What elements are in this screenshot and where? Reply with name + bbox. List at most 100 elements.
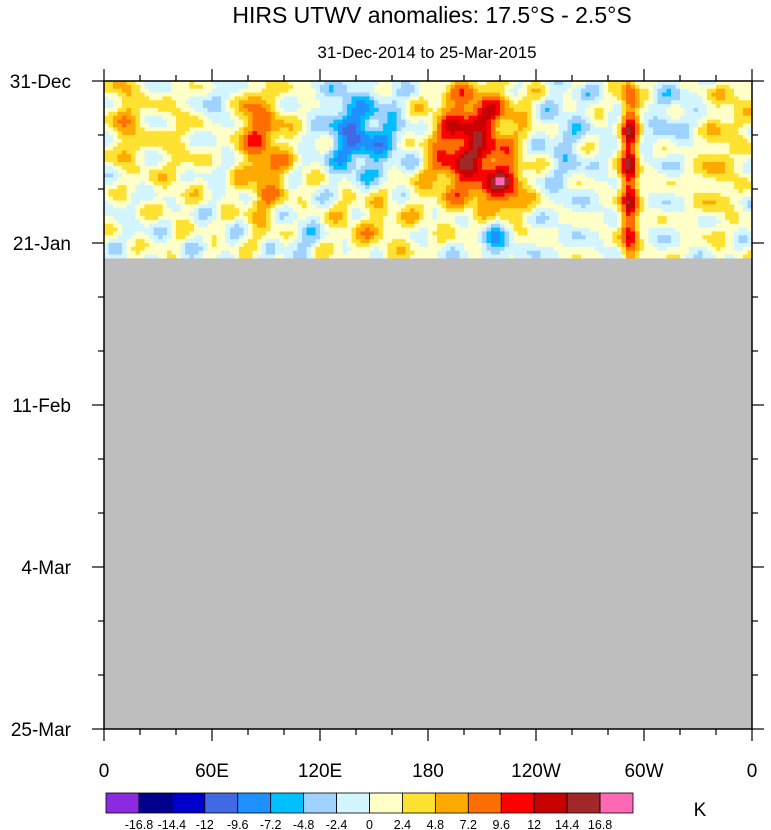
heatmap-cell <box>387 208 393 213</box>
heatmap-cell <box>230 150 235 155</box>
heatmap-cell <box>230 196 235 201</box>
heatmap-cell <box>549 81 555 86</box>
heatmap-cell <box>104 212 109 217</box>
heatmap-cell <box>405 100 411 105</box>
heatmap-cell <box>747 208 753 213</box>
heatmap-cell <box>459 158 465 163</box>
heatmap-cell <box>738 135 744 140</box>
heatmap-cell <box>396 131 402 136</box>
heatmap-cell <box>410 100 415 105</box>
heatmap-cell <box>180 100 186 105</box>
heatmap-cell <box>639 154 645 159</box>
heatmap-cell <box>599 169 604 174</box>
heatmap-cell <box>306 185 312 190</box>
heatmap-cell <box>603 88 609 93</box>
heatmap-cell <box>522 92 528 97</box>
heatmap-cell <box>108 162 114 167</box>
heatmap-cell <box>234 154 240 159</box>
heatmap-cell <box>738 84 744 90</box>
heatmap-cell <box>500 189 505 194</box>
heatmap-cell <box>450 196 456 201</box>
heatmap-cell <box>459 181 465 186</box>
heatmap-cell <box>711 111 717 117</box>
heatmap-cell <box>423 123 429 128</box>
heatmap-cell <box>653 135 658 140</box>
heatmap-cell <box>117 81 123 86</box>
heatmap-cell <box>333 127 339 132</box>
heatmap-cell <box>315 100 321 105</box>
heatmap-cell <box>464 208 469 213</box>
heatmap-cell <box>311 123 316 128</box>
heatmap-cell <box>522 115 528 120</box>
heatmap-cell <box>216 100 222 105</box>
heatmap-cell <box>743 189 748 194</box>
heatmap-cell <box>572 108 577 113</box>
heatmap-cell <box>698 154 703 159</box>
heatmap-cell <box>612 154 618 159</box>
heatmap-cell <box>518 158 523 163</box>
heatmap-cell <box>639 158 645 163</box>
heatmap-cell <box>194 131 199 136</box>
heatmap-cell <box>545 208 550 213</box>
heatmap-cell <box>608 189 613 194</box>
heatmap-cell <box>239 142 244 147</box>
heatmap-cell <box>594 131 600 136</box>
heatmap-cell <box>459 111 465 117</box>
heatmap-cell <box>608 165 613 171</box>
heatmap-cell <box>324 123 330 128</box>
heatmap-cell <box>657 88 663 93</box>
heatmap-cell <box>563 123 568 128</box>
heatmap-cell <box>239 88 244 93</box>
heatmap-cell <box>144 127 150 132</box>
heatmap-cell <box>707 169 712 174</box>
heatmap-cell <box>576 185 582 190</box>
heatmap-cell <box>437 196 442 201</box>
heatmap-cell <box>122 204 127 209</box>
heatmap-cell <box>284 92 289 97</box>
heatmap-cell <box>284 142 289 147</box>
heatmap-cell <box>617 146 622 151</box>
heatmap-cell <box>144 189 150 194</box>
heatmap-cell <box>617 119 622 124</box>
heatmap-cell <box>171 204 177 209</box>
heatmap-cell <box>482 173 487 178</box>
heatmap-cell <box>306 142 312 147</box>
heatmap-cell <box>158 96 163 101</box>
heatmap-cell <box>194 111 199 117</box>
heatmap-cell <box>504 108 510 113</box>
heatmap-cell <box>522 173 528 178</box>
heatmap-cell <box>626 146 631 151</box>
heatmap-cell <box>329 92 334 97</box>
heatmap-cell <box>585 119 591 124</box>
heatmap-cell <box>108 81 114 86</box>
heatmap-cell <box>522 177 528 182</box>
heatmap-cell <box>608 204 613 209</box>
heatmap-cell <box>671 96 676 101</box>
heatmap-cell <box>405 84 411 90</box>
heatmap-cell <box>279 119 285 124</box>
heatmap-cell <box>288 177 294 182</box>
heatmap-cell <box>743 154 748 159</box>
heatmap-cell <box>657 158 663 163</box>
heatmap-cell <box>207 181 213 186</box>
heatmap-cell <box>626 123 631 128</box>
heatmap-cell <box>257 84 262 90</box>
heatmap-cell <box>243 150 249 155</box>
heatmap-cell <box>549 189 555 194</box>
heatmap-cell <box>117 158 123 163</box>
heatmap-cell <box>657 100 663 105</box>
heatmap-cell <box>351 177 357 182</box>
heatmap-cell <box>603 189 609 194</box>
heatmap-cell <box>734 181 739 186</box>
heatmap-cell <box>104 119 109 124</box>
heatmap-cell <box>315 185 321 190</box>
heatmap-cell <box>459 88 465 93</box>
heatmap-cell <box>104 173 109 178</box>
heatmap-cell <box>410 119 415 124</box>
heatmap-cell <box>140 92 145 97</box>
heatmap-cell <box>536 169 541 174</box>
heatmap-cell <box>243 196 249 201</box>
heatmap-cell <box>230 131 235 136</box>
heatmap-cell <box>153 189 159 194</box>
heatmap-cell <box>239 212 244 217</box>
